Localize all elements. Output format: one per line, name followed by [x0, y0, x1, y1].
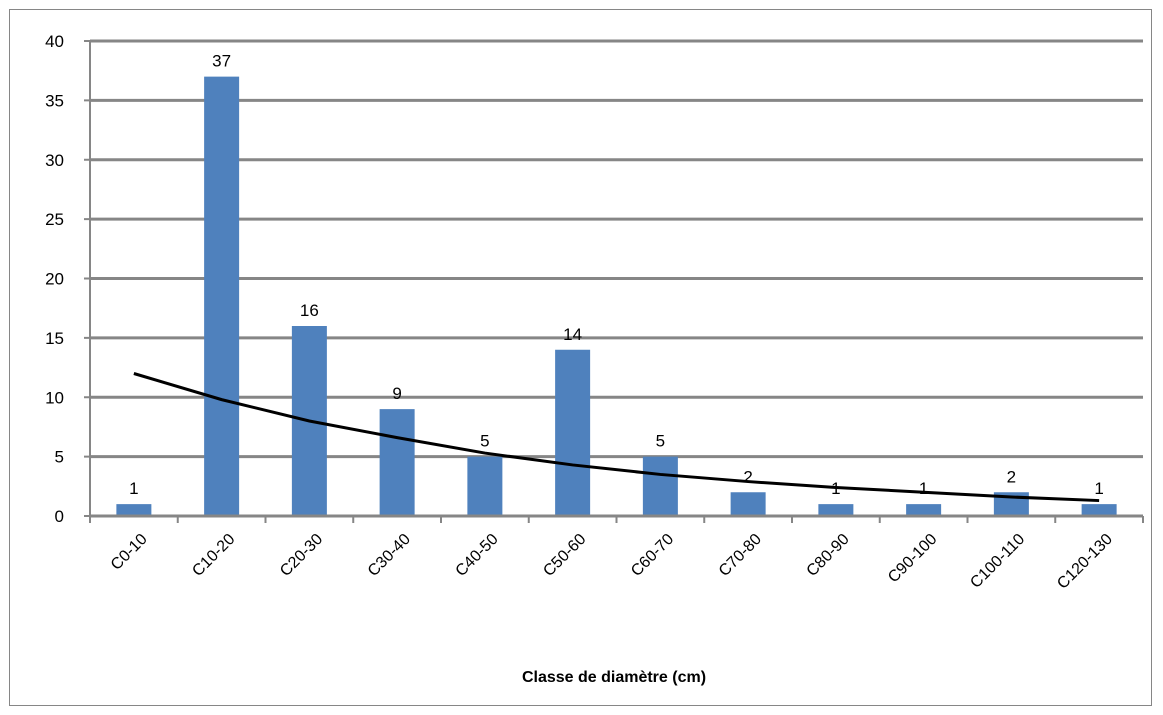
y-tick-label: 10 — [45, 388, 64, 407]
data-label: 9 — [392, 384, 401, 403]
y-tick-label: 40 — [45, 32, 64, 51]
data-label: 2 — [743, 467, 752, 486]
y-tick-label: 25 — [45, 210, 64, 229]
bar — [467, 456, 503, 516]
x-tick-label: C90-100 — [885, 531, 940, 586]
bar — [555, 349, 591, 516]
y-tick-label: 0 — [55, 507, 64, 526]
x-axis-title: Classe de diamètre (cm) — [522, 669, 706, 686]
x-tick-labels: C0-10 C10-20 C20-30 C30-40 C40-50 C50-60 C60-7… — [108, 531, 1116, 593]
bar — [642, 456, 678, 516]
data-label: 5 — [656, 432, 665, 451]
x-tick-label: C70-80 — [716, 531, 765, 580]
axes — [84, 40, 1144, 523]
data-label: 16 — [300, 301, 319, 320]
x-tick-label: C60-70 — [628, 531, 677, 580]
data-label: 2 — [1007, 467, 1016, 486]
x-tick-label: C40-50 — [453, 531, 502, 580]
y-tick-labels: 0 5 10 15 20 25 30 35 40 — [45, 32, 64, 526]
y-tick-label: 15 — [45, 329, 64, 348]
x-tick-label: C20-30 — [277, 531, 326, 580]
data-label: 37 — [212, 52, 231, 71]
y-tick-label: 30 — [45, 151, 64, 170]
x-tick-label: C10-20 — [189, 531, 238, 580]
bar — [730, 492, 766, 516]
x-tick-label: C50-60 — [540, 531, 589, 580]
bar — [906, 504, 942, 516]
y-tick-label: 35 — [45, 91, 64, 110]
bar — [379, 409, 415, 516]
trendline-path — [133, 372, 1100, 503]
x-tick-label: C0-10 — [108, 531, 151, 574]
bar — [116, 504, 152, 516]
data-label: 5 — [480, 432, 489, 451]
bar — [818, 504, 854, 516]
data-label: 1 — [129, 479, 138, 498]
x-tick-label: C120-130 — [1054, 531, 1116, 593]
x-tick-label: C80-90 — [804, 531, 853, 580]
data-label: 14 — [563, 325, 582, 344]
bar — [204, 76, 240, 516]
data-label: 1 — [831, 479, 840, 498]
data-labels: 1 37 16 9 5 14 5 2 1 1 2 1 — [129, 52, 1104, 499]
y-tick-label: 20 — [45, 270, 64, 289]
data-label: 1 — [919, 479, 928, 498]
x-tick-label: C30-40 — [365, 531, 414, 580]
bars — [116, 76, 1117, 516]
trendline — [133, 372, 1100, 503]
bar — [1081, 504, 1117, 516]
x-tick-label: C100-110 — [967, 531, 1028, 592]
gridlines — [90, 39, 1143, 459]
data-label: 1 — [1094, 479, 1103, 498]
y-tick-label: 5 — [55, 448, 64, 467]
